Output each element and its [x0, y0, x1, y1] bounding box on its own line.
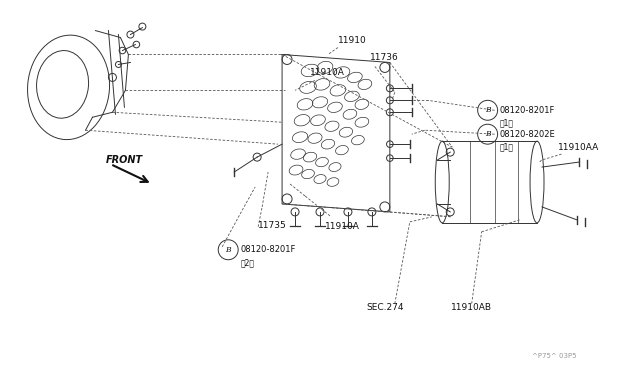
Text: 11910: 11910 [338, 36, 367, 45]
Text: 08120-8201F: 08120-8201F [240, 245, 296, 254]
Text: B: B [225, 246, 231, 254]
Text: 11910A: 11910A [310, 68, 345, 77]
Text: 11910A: 11910A [325, 222, 360, 231]
Circle shape [218, 240, 238, 260]
Text: 11736: 11736 [370, 54, 399, 62]
Circle shape [477, 100, 498, 120]
Text: 11735: 11735 [258, 221, 287, 230]
Text: （1）: （1） [500, 142, 514, 152]
Text: 11910AB: 11910AB [451, 302, 492, 311]
Ellipse shape [435, 141, 449, 223]
Text: SEC.274: SEC.274 [366, 302, 404, 311]
Ellipse shape [530, 141, 544, 223]
Text: B: B [485, 130, 490, 138]
Text: 08120-8202E: 08120-8202E [500, 130, 556, 139]
Text: （2）: （2） [240, 258, 254, 267]
Text: 08120-8201F: 08120-8201F [500, 106, 555, 115]
Text: ^P75^ 03P5: ^P75^ 03P5 [532, 353, 577, 359]
Text: B: B [485, 106, 490, 114]
Text: FRONT: FRONT [106, 155, 143, 165]
Text: 11910AA: 11910AA [557, 143, 599, 152]
Text: （1）: （1） [500, 119, 514, 128]
Circle shape [477, 124, 498, 144]
